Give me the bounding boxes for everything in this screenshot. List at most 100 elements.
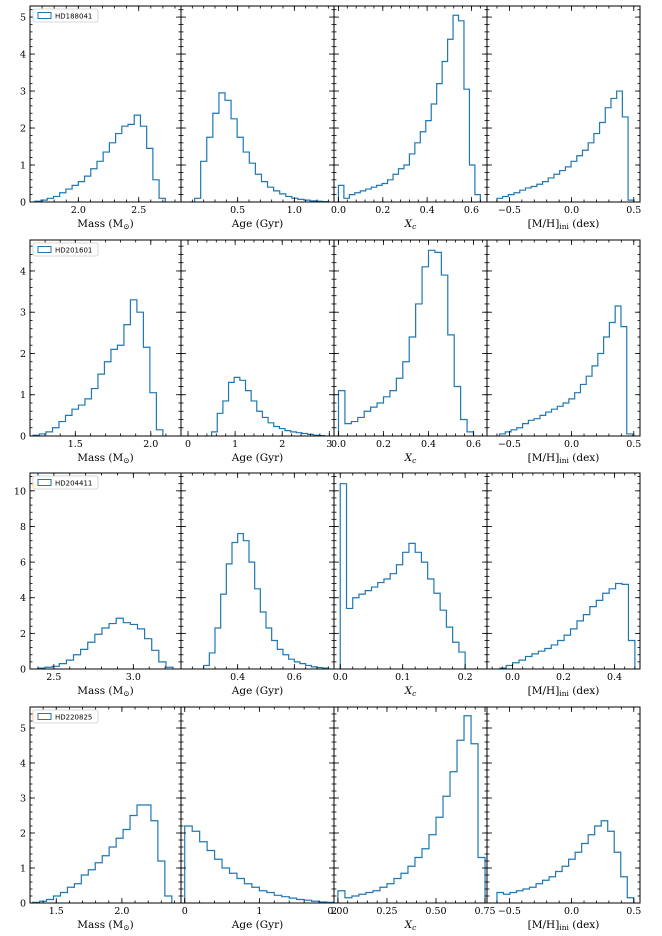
x-tick-label: 2 — [331, 906, 337, 917]
x-tick-label: 0.4 — [607, 672, 622, 683]
y-tick-label: 8 — [20, 522, 26, 533]
x-axis-label: Xc — [404, 218, 417, 231]
histogram-bars — [37, 617, 174, 669]
x-tick-label: 0 — [182, 906, 188, 917]
histogram-bars — [498, 305, 634, 436]
y-tick-label: 6 — [20, 558, 26, 569]
x-axis-label: Age (Gyr) — [231, 218, 283, 230]
panel-frame — [180, 239, 335, 437]
x-tick-label: 1.0 — [287, 205, 302, 216]
panel-frame — [486, 5, 641, 203]
histogram-panel: 0.0 0.1 0.2 Xc — [333, 472, 488, 698]
x-tick-label: 0.0 — [331, 439, 346, 450]
panel-frame — [486, 239, 641, 437]
panel-frame — [333, 239, 488, 437]
y-tick-label: 2 — [20, 124, 26, 135]
legend-swatch — [37, 479, 52, 486]
histogram-panel: 0 1 2 Age (Gyr) — [180, 706, 337, 931]
x-tick-label: 3.0 — [126, 672, 141, 683]
legend-label: HD188041 — [55, 13, 92, 21]
y-tick-label: 2 — [20, 629, 26, 640]
y-tick-label: 1 — [20, 161, 26, 172]
histogram-panel: 0.0 0.2 0.4 [M/H]ini (dex) — [486, 472, 641, 698]
histogram-panel: 0.5 1.0 Age (Gyr) — [180, 5, 335, 230]
x-tick-label: 0.50 — [425, 906, 446, 917]
histogram-bars — [499, 582, 636, 669]
x-tick-label: 0.1 — [395, 672, 410, 683]
y-tick-label: 0 — [20, 432, 26, 443]
panel-frame — [29, 5, 182, 203]
x-axis-label: Xc — [404, 452, 417, 465]
histogram-bars — [337, 715, 486, 903]
x-axis-label: Xc — [404, 919, 417, 932]
x-tick-label: 0.5 — [626, 205, 641, 216]
x-axis-label: Age (Gyr) — [231, 685, 283, 697]
x-tick-label: 2.0 — [71, 205, 86, 216]
y-tick-label: 0 — [20, 198, 26, 209]
histogram-bars — [203, 532, 329, 669]
histogram-panel: 2.0 2.5 Mass (M⊙) — [29, 5, 182, 231]
x-axis-label: Age (Gyr) — [231, 452, 283, 464]
y-tick-label: 4 — [20, 593, 26, 604]
x-tick-label: 0.5 — [230, 205, 245, 216]
y-tick-label: 3 — [20, 308, 26, 319]
histogram-bars — [211, 376, 326, 437]
x-axis-label: Mass (M⊙) — [77, 452, 133, 465]
x-tick-label: 2.0 — [143, 439, 158, 450]
y-tick-label: 5 — [20, 724, 26, 735]
y-tick-label: 4 — [20, 266, 26, 277]
histogram-bars — [194, 92, 329, 203]
x-axis-label: Mass (M⊙) — [77, 685, 133, 698]
x-tick-label: −0.5 — [498, 906, 521, 917]
legend-swatch — [37, 12, 52, 19]
x-axis-label: Age (Gyr) — [231, 919, 283, 931]
histogram-panel: −0.5 0.0 0.5 [M/H]ini (dex) — [486, 5, 641, 231]
x-tick-label: 3 — [326, 439, 332, 450]
legend-label: HD220825 — [55, 714, 92, 722]
y-tick-label: 2 — [20, 829, 26, 840]
panel-frame — [29, 239, 182, 437]
legend-label: HD204411 — [55, 480, 92, 488]
x-tick-label: −0.5 — [498, 205, 521, 216]
y-tick-label: 3 — [20, 87, 26, 98]
y-tick-label: 10 — [14, 486, 26, 497]
star-row-hd204411: 2.5 3.0 Mass (M⊙) 0.4 0.6 Age (Gyr) 0.0 0.1 0.2 X… — [14, 472, 641, 698]
y-tick-label: 2 — [20, 349, 26, 360]
histogram-bars — [496, 820, 635, 903]
x-tick-label: 0.0 — [331, 205, 346, 216]
x-axis-label: Mass (M⊙) — [77, 218, 133, 231]
histogram-panel: 0.4 0.6 Age (Gyr) — [180, 472, 335, 697]
x-axis-label: [M/H]ini (dex) — [528, 919, 600, 932]
x-tick-label: 1.5 — [49, 906, 64, 917]
panel-frame — [333, 472, 488, 670]
x-tick-label: 0.00 — [327, 906, 348, 917]
x-axis-label: [M/H]ini (dex) — [528, 218, 600, 231]
x-tick-label: 0.4 — [420, 205, 435, 216]
histogram-bars — [337, 249, 475, 436]
x-tick-label: 2.5 — [131, 205, 146, 216]
panel-frame — [29, 706, 182, 904]
y-tick-label: 0 — [20, 665, 26, 676]
y-tick-label: 3 — [20, 794, 26, 805]
histogram-bars — [34, 114, 166, 202]
histogram-panel: 2.5 3.0 Mass (M⊙) — [29, 472, 182, 698]
star-row-hd201601: 1.5 2.0 Mass (M⊙) 0 1 2 3 Age (Gyr) 0.0 0.2 0.4 0.6… — [20, 239, 641, 465]
histogram-bars — [184, 825, 335, 903]
x-tick-label: 0.0 — [564, 205, 579, 216]
legend-swatch — [37, 246, 52, 253]
histogram-bars — [339, 483, 466, 669]
x-axis-label: Xc — [404, 685, 417, 698]
x-tick-label: 0 — [185, 439, 191, 450]
histogram-bars — [337, 14, 481, 202]
legend-swatch — [37, 713, 52, 720]
x-tick-label: 0.2 — [376, 439, 391, 450]
x-tick-label: 1.5 — [68, 439, 83, 450]
histogram-panel: 0.0 0.2 0.4 0.6 Xc — [331, 239, 488, 465]
x-tick-label: 0.4 — [230, 672, 245, 683]
histogram-panel: 1.5 2.0 Mass (M⊙) — [29, 239, 182, 465]
histogram-bars — [32, 299, 164, 436]
y-tick-label: 1 — [20, 390, 26, 401]
